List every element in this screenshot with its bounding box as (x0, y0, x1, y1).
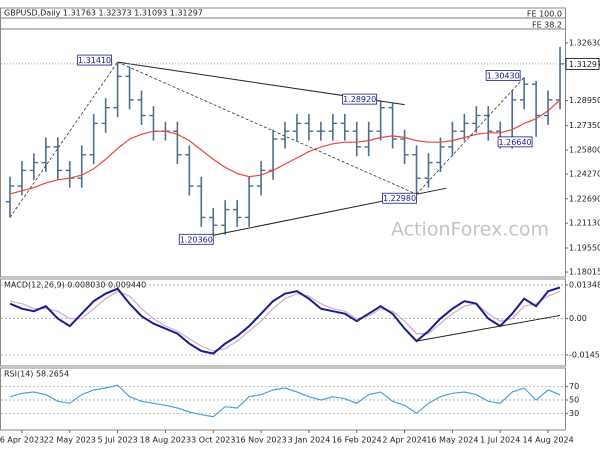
annotation-box (497, 136, 533, 148)
y-tick-label: 30 (569, 409, 579, 418)
x-tick-label: 16 Feb 2024 (332, 436, 382, 445)
series-line (9, 99, 561, 195)
fe-label: FE 100.0 (527, 10, 562, 19)
y-tick-label: 1.18015 (569, 268, 600, 277)
dashed-trend (9, 61, 118, 218)
macd-panel (0, 278, 566, 367)
dashed-trend (117, 61, 417, 195)
annotation-box (178, 233, 214, 245)
x-tick-label: 1 Jul 2024 (480, 436, 520, 445)
x-tick-label: 6 Apr 2023 (0, 436, 44, 445)
y-tick-label: 1.24270 (569, 170, 600, 179)
x-tick-label: 3 Oct 2023 (191, 436, 235, 445)
annotation-box (342, 93, 378, 105)
dashed-trend (416, 77, 525, 195)
x-tick-label: 3 Jan 2024 (287, 436, 330, 445)
annotation-box (382, 192, 417, 204)
annotation-label: 1.22980 (383, 194, 416, 203)
y-tick-label: -0.014554 (569, 350, 600, 359)
rsi-panel (0, 367, 566, 431)
annotation-box (77, 54, 112, 66)
x-tick-label: 18 Aug 2023 (140, 436, 191, 445)
annotation-label: 1.26640 (499, 138, 532, 147)
x-tick-label: 2 Apr 2024 (382, 436, 426, 445)
rsi-title: RSI(14) 58.2654 (4, 370, 69, 379)
y-tick-label: 1.27350 (569, 121, 600, 130)
annotation-box (485, 70, 521, 81)
x-tick-label: 16 May 2024 (426, 436, 478, 445)
y-tick-label: 0.00 (569, 314, 587, 323)
y-tick-label: 1.25800 (569, 146, 600, 155)
last-price-box (565, 57, 600, 70)
macd-title: MACD(12,26,9) 0.008030 0.009440 (4, 281, 146, 290)
x-tick-label: 5 Jul 2023 (98, 436, 138, 445)
price-title: GBPUSD,Daily 1.31763 1.32373 1.31093 1.3… (4, 9, 203, 18)
y-tick-label: 1.32630 (569, 38, 600, 47)
annotation-label: 1.28920 (343, 95, 376, 104)
y-tick-label: 70 (569, 382, 579, 391)
y-tick-label: 0.013489 (569, 281, 600, 290)
y-tick-label: 1.21130 (569, 219, 600, 228)
fe-label: FE 38.2 (532, 21, 562, 30)
last-price-label: 1.31297 (569, 60, 600, 69)
annotation-label: 1.31410 (78, 56, 111, 65)
series-line (9, 290, 561, 352)
y-tick-label: 1.19550 (569, 243, 600, 252)
y-tick-label: 50 (569, 396, 579, 405)
y-tick-label: 1.28950 (569, 96, 600, 105)
macd-trend (416, 314, 561, 342)
y-tick-label: 1.22690 (569, 194, 600, 203)
price-panel (0, 7, 566, 278)
annotation-label: 1.20360 (180, 235, 213, 244)
series-line (9, 286, 561, 355)
x-tick-label: 16 Nov 2023 (235, 436, 286, 445)
watermark: ActionForex.com (391, 219, 549, 241)
x-tick-label: 14 Aug 2024 (522, 436, 573, 445)
x-tick-label: 22 May 2023 (44, 436, 96, 445)
annotation-label: 1.30430 (487, 71, 520, 80)
series-line (9, 384, 561, 418)
